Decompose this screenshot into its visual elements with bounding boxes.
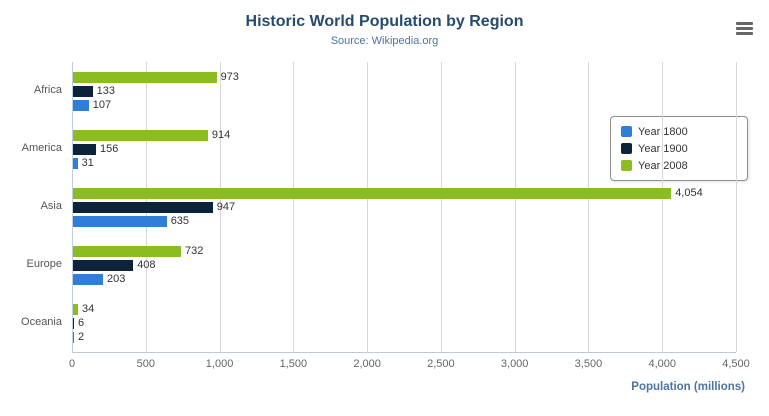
bar-year-1900-africa[interactable]	[73, 85, 93, 97]
bar-year-1900-america[interactable]	[73, 143, 97, 155]
x-tick-label: 0	[68, 358, 76, 370]
bar-year-1900-asia[interactable]	[73, 201, 213, 213]
bar-value-label-year-1900-africa: 133	[96, 84, 115, 97]
bar-year-2008-oceania[interactable]	[73, 303, 79, 315]
bar-year-1900-oceania[interactable]	[73, 317, 74, 329]
bar-value-label-year-1800-oceania: 2	[78, 330, 85, 343]
legend: Year 1800 Year 1900 Year 2008	[610, 116, 748, 181]
bar-year-2008-africa[interactable]	[73, 71, 217, 83]
bar-value-label-year-2008-asia: 4,054	[675, 186, 703, 199]
x-tick-label: 500	[136, 358, 155, 370]
legend-swatch-year-1900	[621, 143, 632, 154]
x-axis-line	[72, 352, 736, 353]
bar-value-label-year-1800-europe: 203	[106, 272, 126, 285]
y-axis-line	[72, 62, 73, 352]
gridline	[293, 62, 295, 352]
gridline	[440, 62, 442, 352]
x-tick-label: 1,500	[279, 358, 308, 370]
category-label-oceania: Oceania	[21, 316, 62, 328]
hamburger-line	[736, 32, 753, 35]
bar-value-label-year-1900-europe: 408	[137, 258, 156, 271]
legend-item-year-1900[interactable]: Year 1900	[621, 140, 737, 157]
bar-value-label-year-1900-asia: 947	[216, 200, 236, 213]
hamburger-line	[736, 27, 753, 30]
x-tick-label: 4,000	[648, 358, 676, 370]
category-label-africa: Africa	[33, 84, 62, 96]
x-tick-label: 4,500	[722, 358, 750, 370]
bar-value-label-year-2008-america: 914	[211, 128, 231, 141]
category-label-asia: Asia	[40, 200, 62, 212]
bar-value-label-year-1800-asia: 635	[170, 214, 190, 227]
bar-year-2008-europe[interactable]	[73, 245, 181, 257]
bar-value-label-year-2008-oceania: 34	[82, 302, 95, 315]
gridline	[662, 62, 664, 352]
legend-item-year-2008[interactable]: Year 2008	[621, 157, 737, 174]
bar-year-2008-america[interactable]	[73, 129, 208, 141]
gridline	[219, 62, 221, 352]
hamburger-icon[interactable]	[736, 22, 753, 35]
legend-swatch-year-1800	[621, 126, 632, 137]
bar-year-1800-africa[interactable]	[73, 99, 89, 111]
category-label-europe: Europe	[26, 258, 62, 270]
bar-year-2008-asia[interactable]	[73, 187, 672, 199]
bar-value-label-year-1900-oceania: 6	[78, 316, 85, 329]
legend-swatch-year-2008	[621, 160, 632, 171]
bar-value-label-year-2008-africa: 973	[220, 70, 239, 83]
x-tick-label: 1,000	[205, 358, 234, 370]
bar-value-label-year-1800-africa: 107	[92, 98, 112, 111]
bar-year-1800-asia[interactable]	[73, 215, 167, 227]
legend-item-year-1800[interactable]: Year 1800	[621, 123, 737, 140]
bar-year-1800-europe[interactable]	[73, 273, 103, 285]
category-label-america: America	[21, 142, 62, 154]
x-axis-title: Population (millions)	[631, 381, 745, 393]
bar-year-1800-oceania[interactable]	[73, 331, 74, 343]
hamburger-line	[736, 22, 753, 25]
x-tick-label: 3,500	[574, 358, 603, 370]
bar-value-label-year-1900-america: 156	[100, 142, 119, 155]
x-tick-label: 3,000	[500, 358, 529, 370]
bar-year-1900-europe[interactable]	[73, 259, 134, 271]
bar-value-label-year-1800-america: 31	[81, 156, 94, 169]
gridline	[367, 62, 369, 352]
bar-value-label-year-2008-europe: 732	[185, 244, 204, 257]
x-tick-label: 2,500	[427, 358, 455, 370]
chart-subtitle: Source: Wikipedia.org	[330, 35, 439, 47]
x-tick-label: 2,000	[353, 358, 381, 370]
gridline	[736, 62, 737, 352]
gridline	[588, 62, 590, 352]
gridline	[514, 62, 516, 352]
bar-year-1800-america[interactable]	[73, 157, 78, 169]
chart-title: Historic World Population by Region	[245, 13, 524, 30]
